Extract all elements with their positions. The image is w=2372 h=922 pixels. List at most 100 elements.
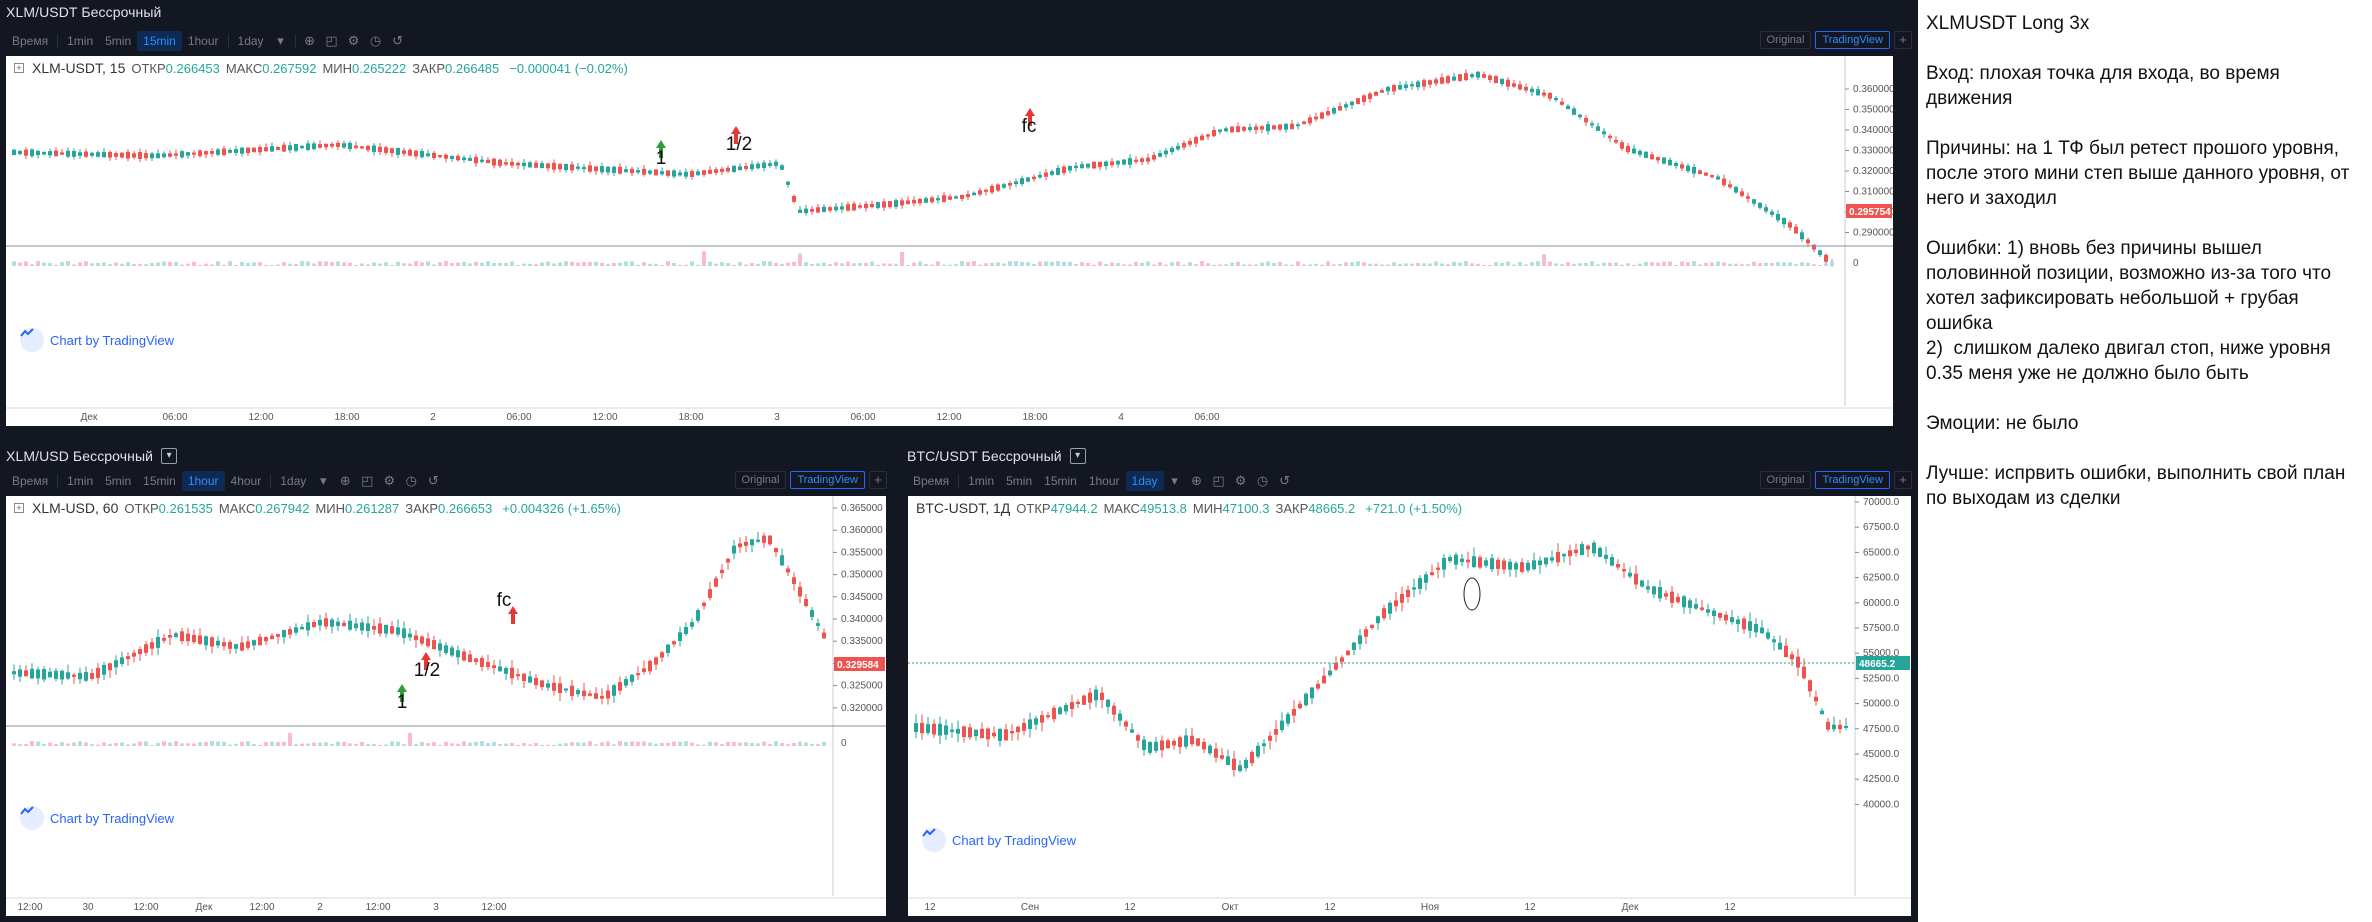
symbol-label[interactable]: XLM-USD, 60 xyxy=(32,500,119,516)
interval-15min[interactable]: 15min xyxy=(137,31,182,51)
volume-bar xyxy=(12,743,16,746)
chart-type-icon[interactable]: ◰ xyxy=(1212,473,1225,488)
volume-bar xyxy=(318,261,322,266)
candle xyxy=(696,610,700,621)
candle xyxy=(1244,760,1248,769)
candle xyxy=(1148,742,1152,753)
add-chart-icon[interactable]: + xyxy=(869,471,887,489)
candle xyxy=(1218,129,1222,132)
volume-bar xyxy=(1266,261,1270,266)
candle xyxy=(846,204,850,211)
tradingview-brand[interactable]: Chart by TradingView xyxy=(20,806,174,830)
candle xyxy=(78,672,82,680)
candle xyxy=(762,535,766,543)
chevron-down-icon[interactable]: ▾ xyxy=(161,448,178,464)
price-label: 0.335000 xyxy=(841,636,883,647)
undo-icon[interactable]: ↺ xyxy=(427,473,439,488)
tradingview-brand[interactable]: Chart by TradingView xyxy=(922,828,1076,852)
alert-clock-icon[interactable]: ◷ xyxy=(1256,473,1269,488)
interval-15min[interactable]: 15min xyxy=(143,474,176,488)
candle xyxy=(1340,657,1344,662)
interval-1hour[interactable]: 1hour xyxy=(187,34,219,48)
interval-1min[interactable]: 1min xyxy=(67,474,94,488)
candle xyxy=(1556,551,1560,563)
volume-bar xyxy=(438,262,442,266)
candle xyxy=(1536,89,1540,96)
interval-5min[interactable]: 5min xyxy=(105,34,132,48)
tradingview-view-button[interactable]: TradingView xyxy=(1815,31,1890,49)
volume-bar xyxy=(696,264,700,266)
add-indicator-icon[interactable]: ⊕ xyxy=(339,473,351,488)
panel-title: XLM/USD Бессрочный xyxy=(6,448,154,464)
candle xyxy=(1766,632,1770,639)
settings-icon[interactable]: ⚙ xyxy=(383,473,396,488)
candle xyxy=(1682,596,1686,608)
alert-clock-icon[interactable]: ◷ xyxy=(369,33,382,48)
candle xyxy=(702,170,706,175)
candle xyxy=(84,671,88,681)
interval-1hour[interactable]: 1hour xyxy=(181,471,225,491)
candle xyxy=(510,667,514,679)
interval-4hour[interactable]: 4hour xyxy=(230,474,262,488)
original-view-button[interactable]: Original xyxy=(1759,31,1812,49)
add-chart-icon[interactable]: + xyxy=(1894,31,1912,49)
candle xyxy=(1212,130,1216,137)
chart-type-icon[interactable]: ◰ xyxy=(361,473,374,488)
chevron-down-icon[interactable]: ▾ xyxy=(277,33,284,48)
volume-bar xyxy=(1680,261,1684,266)
candle xyxy=(1794,226,1798,234)
candle xyxy=(342,622,346,627)
volume-bar xyxy=(246,263,250,266)
candle xyxy=(1604,554,1608,559)
volume-bar xyxy=(1698,264,1702,266)
tradingview-view-button[interactable]: TradingView xyxy=(1815,471,1890,489)
interval-1day[interactable]: 1day xyxy=(1125,471,1164,491)
volume-bar xyxy=(180,264,184,266)
price-label: 0.365000 xyxy=(841,503,883,514)
undo-icon[interactable]: ↺ xyxy=(1279,473,1291,488)
interval-1day[interactable]: 1day xyxy=(237,34,264,48)
chevron-down-icon[interactable]: ▾ xyxy=(1069,448,1086,464)
time-label: 12:00 xyxy=(592,412,617,423)
volume-bar xyxy=(252,744,256,746)
interval-1hour[interactable]: 1hour xyxy=(1088,474,1120,488)
chart-surface[interactable]: 70000.0 67500.0 65000.0 62500.0 60000.0 57500… xyxy=(908,496,1911,916)
volume-bar xyxy=(1536,261,1540,266)
interval-5min[interactable]: 5min xyxy=(1006,474,1033,488)
interval-1min[interactable]: 1min xyxy=(968,474,995,488)
chart-type-icon[interactable]: ◰ xyxy=(325,33,338,48)
interval-5min[interactable]: 5min xyxy=(105,474,132,488)
interval-1min[interactable]: 1min xyxy=(67,34,94,48)
annotation-label: 1/2 xyxy=(414,660,440,681)
add-indicator-icon[interactable]: ⊕ xyxy=(304,33,316,48)
interval-15min[interactable]: 15min xyxy=(1044,474,1077,488)
settings-icon[interactable]: ⚙ xyxy=(1234,473,1247,488)
volume-bar xyxy=(450,262,454,266)
tradingview-view-button[interactable]: TradingView xyxy=(790,471,865,489)
chart-surface[interactable]: 0.360000 0.350000 0.340000 0.330000 0.320000… xyxy=(6,56,1893,426)
chevron-down-icon[interactable]: ▾ xyxy=(320,473,327,488)
candle xyxy=(234,149,238,153)
add-indicator-icon[interactable]: ⊕ xyxy=(1191,473,1203,488)
volume-bar xyxy=(588,262,592,266)
candle xyxy=(1028,719,1032,729)
volume-bar xyxy=(1476,263,1480,266)
original-view-button[interactable]: Original xyxy=(734,471,787,489)
original-view-button[interactable]: Original xyxy=(1759,471,1812,489)
symbol-label[interactable]: XLM-USDT, 15 xyxy=(32,60,126,76)
interval-1day[interactable]: 1day xyxy=(280,474,307,488)
alert-clock-icon[interactable]: ◷ xyxy=(405,473,417,488)
settings-icon[interactable]: ⚙ xyxy=(347,33,360,48)
candle xyxy=(1674,162,1678,167)
undo-icon[interactable]: ↺ xyxy=(392,33,404,48)
chevron-down-icon[interactable]: ▾ xyxy=(1171,473,1178,488)
price-label: 0.350000 xyxy=(1853,105,1893,116)
tradingview-brand[interactable]: Chart by TradingView xyxy=(20,328,174,352)
chart-surface[interactable]: 0.365000 0.360000 0.355000 0.350000 0.345000… xyxy=(6,496,886,916)
candle xyxy=(962,726,966,738)
add-chart-icon[interactable]: + xyxy=(1894,471,1912,489)
price-label: 52500.0 xyxy=(1863,673,1900,684)
symbol-label[interactable]: BTC-USDT, 1Д xyxy=(916,500,1011,516)
expand-icon[interactable]: + xyxy=(14,503,24,513)
expand-icon[interactable]: + xyxy=(14,63,24,73)
